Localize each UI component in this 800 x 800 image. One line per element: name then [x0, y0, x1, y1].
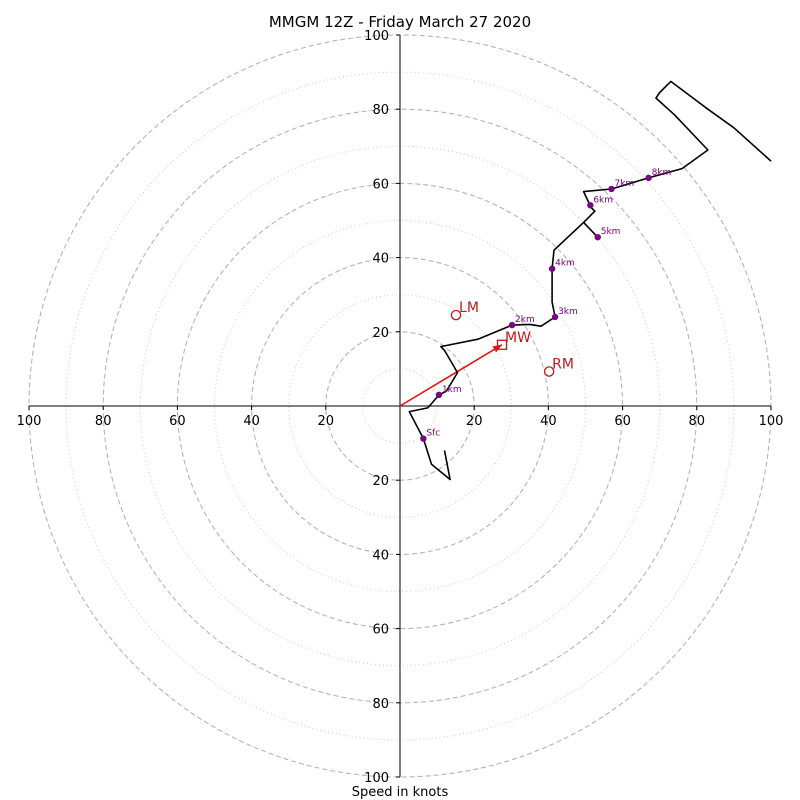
y-tick-label: 20 — [372, 326, 389, 341]
x-tick-label: 20 — [318, 414, 335, 429]
x-tick-label: 100 — [759, 414, 784, 429]
height-marker-dot — [551, 313, 559, 321]
height-marker-label: 7km — [614, 179, 634, 189]
height-marker-dot — [548, 265, 556, 272]
y-tick-label: 40 — [372, 252, 389, 267]
height-marker-dot — [645, 174, 652, 182]
x-tick-label: 100 — [17, 414, 42, 429]
chart-title: MMGM 12Z - Friday March 27 2020 — [269, 13, 531, 31]
height-marker-label: 4km — [555, 259, 575, 269]
height-marker-dot — [587, 202, 594, 209]
x-tick-label: 80 — [95, 414, 112, 429]
height-marker-dot — [508, 321, 516, 329]
y-tick-label: 40 — [372, 548, 389, 563]
height-marker-label: 5km — [601, 227, 621, 237]
x-tick-label: 60 — [614, 414, 631, 429]
mean-wind-marker — [496, 339, 508, 350]
y-tick-label: 60 — [372, 177, 389, 192]
height-marker-label: 6km — [593, 195, 613, 205]
height-marker-dot — [435, 391, 443, 399]
storm-motion-line — [399, 344, 503, 407]
x-tick-label: 80 — [689, 414, 706, 429]
y-tick-label: 80 — [372, 697, 389, 712]
x-tick-label: 40 — [540, 414, 557, 429]
height-marker-dot — [420, 435, 427, 442]
height-marker-label: 2km — [515, 315, 535, 325]
height-marker-label: 1km — [442, 385, 462, 395]
hodograph-line — [408, 80, 772, 481]
x-tick-label: 60 — [169, 414, 186, 429]
tick-labels: 100 80 60 40 20 20 40 60 80 100 20 40 60 80 100 20 40 60 8… — [17, 29, 784, 786]
y-tick-label: 100 — [364, 29, 389, 44]
storm-motion-vector — [399, 344, 503, 407]
wind-trace — [408, 80, 772, 481]
y-tick-label: 20 — [372, 474, 389, 489]
storm-motion-markers: LM RM MW — [450, 300, 574, 377]
mean-wind-label: MW — [505, 330, 531, 346]
x-axis-label: Speed in knots — [352, 785, 449, 800]
x-tick-label: 40 — [243, 414, 260, 429]
y-tick-label: 60 — [372, 623, 389, 638]
height-marker-label: 3km — [558, 307, 578, 317]
left-mover-marker — [450, 309, 462, 321]
height-marker-dot — [594, 233, 601, 241]
right-mover-marker — [543, 366, 555, 377]
left-mover-label: LM — [459, 300, 479, 316]
y-tick-label: 80 — [372, 103, 389, 118]
y-tick-label: 100 — [364, 771, 389, 786]
height-marker-label: 8km — [652, 168, 672, 178]
x-tick-label: 20 — [466, 414, 483, 429]
height-marker-dot — [608, 185, 615, 193]
height-marker-label: Sfc — [426, 429, 440, 439]
right-mover-label: RM — [552, 356, 574, 372]
